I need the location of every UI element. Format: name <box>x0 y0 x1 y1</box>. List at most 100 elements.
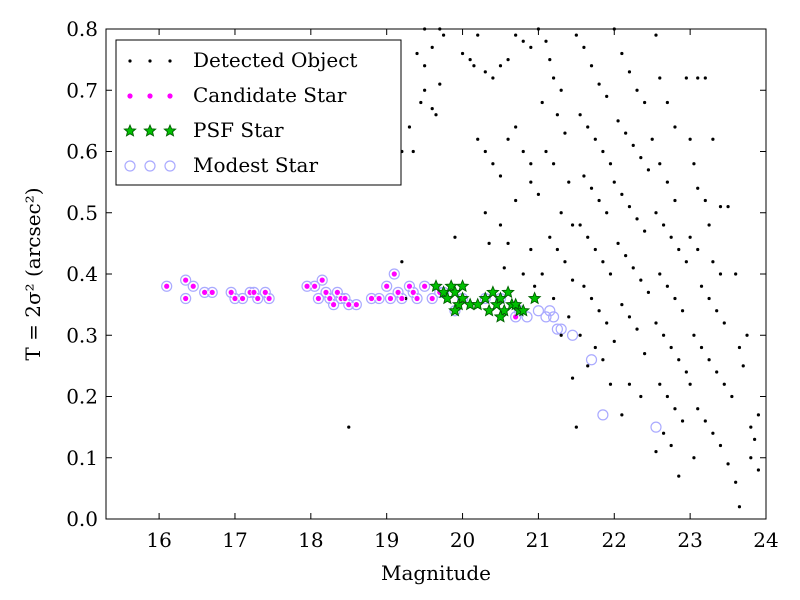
dot-point <box>646 290 651 294</box>
dot-point <box>419 100 423 105</box>
ring-point <box>540 311 552 323</box>
dot-point <box>677 247 681 252</box>
ring-point <box>426 292 438 305</box>
dot-point <box>756 413 761 417</box>
legend-marker-circle-magenta <box>166 92 174 100</box>
dot-point <box>749 456 753 460</box>
legend-marker-ring <box>164 160 176 172</box>
dot-point <box>703 419 707 423</box>
legend-box <box>115 39 402 186</box>
dot-point <box>608 272 613 276</box>
x-axis-label: Magnitude <box>381 561 491 585</box>
dot-point <box>506 241 510 245</box>
ring-point <box>411 292 423 305</box>
dot-point <box>593 345 597 350</box>
ring-point <box>566 329 579 341</box>
circle-magenta-point <box>189 282 197 290</box>
dot-point <box>635 327 639 331</box>
x-tick-label: 16 <box>146 528 171 552</box>
dot-point <box>684 76 688 80</box>
dot-point <box>582 284 586 288</box>
dot-point <box>578 333 582 337</box>
dot-point <box>665 394 669 399</box>
dot-point <box>696 186 700 190</box>
dot-point <box>665 180 669 184</box>
dot-point <box>669 345 673 350</box>
dot-point <box>703 76 707 80</box>
dot-point <box>605 94 609 98</box>
dot-point <box>589 64 594 68</box>
dot-point <box>639 394 643 399</box>
legend-label-detected: Detected Object <box>193 48 357 72</box>
circle-magenta-point <box>250 288 258 296</box>
star-point <box>493 309 508 323</box>
dot-point <box>498 64 503 68</box>
dot-point <box>654 33 658 37</box>
circle-magenta-point <box>345 301 353 309</box>
dot-point <box>703 198 707 203</box>
dot-point <box>521 39 525 43</box>
dot-point <box>514 198 518 203</box>
dot-point <box>654 450 658 454</box>
dot-point <box>453 235 457 239</box>
circle-magenta-point <box>239 295 246 302</box>
dot-point <box>570 223 575 227</box>
dot-point <box>692 162 696 166</box>
dot-point <box>578 223 582 227</box>
dot-point <box>661 333 666 337</box>
dot-point <box>707 223 711 227</box>
dot-point <box>680 419 685 423</box>
dot-point <box>658 272 662 276</box>
dot-point <box>498 223 503 227</box>
dot-point <box>434 113 438 117</box>
dot-point <box>559 211 563 215</box>
dot-point <box>476 137 480 141</box>
x-tick-label: 21 <box>526 528 551 552</box>
dot-point <box>658 76 662 80</box>
y-tick-label: 0.4 <box>66 262 98 286</box>
circle-magenta-point <box>387 295 394 302</box>
circle-magenta-point <box>383 282 391 290</box>
dot-point <box>692 456 696 460</box>
star-point <box>489 297 504 311</box>
dot-point <box>407 125 412 129</box>
dot-point <box>468 58 472 62</box>
dot-point <box>536 192 541 196</box>
dot-point <box>559 88 563 92</box>
ring-point <box>403 280 416 292</box>
legend-marker-ring <box>144 160 156 172</box>
dot-point <box>677 358 681 362</box>
dot-point <box>570 376 575 380</box>
dot-point <box>567 180 571 184</box>
dot-point <box>616 119 620 123</box>
dot-point <box>430 45 434 49</box>
dot-point <box>620 192 624 196</box>
star-point <box>486 285 500 299</box>
dot-point <box>506 58 510 62</box>
ring-point <box>259 286 271 298</box>
dot-point <box>696 76 700 80</box>
dot-point <box>529 247 533 252</box>
circle-magenta-point <box>201 288 209 296</box>
dot-point <box>555 113 559 117</box>
dot-point <box>696 247 700 252</box>
y-tick-label: 0.2 <box>66 385 98 409</box>
dot-point <box>586 235 590 239</box>
dot-point <box>696 407 700 411</box>
dot-point <box>430 107 434 111</box>
dot-point <box>673 125 677 129</box>
circle-magenta-point <box>409 288 417 296</box>
dot-point <box>620 303 624 307</box>
axis-ticks: 16 17 18 19 20 21 22 23 24 0.0 0.1 0.2 0.3 0.4 0.5 0.6 0… <box>66 17 779 552</box>
dot-point <box>347 425 351 429</box>
dot-point <box>551 162 556 166</box>
dot-point <box>601 358 605 362</box>
dot-point <box>529 45 533 49</box>
dot-point <box>753 437 757 441</box>
dot-point <box>726 205 730 209</box>
series-star <box>429 279 542 323</box>
circle-magenta-point <box>265 295 273 302</box>
dot-point <box>688 137 692 141</box>
dot-point <box>646 168 651 172</box>
